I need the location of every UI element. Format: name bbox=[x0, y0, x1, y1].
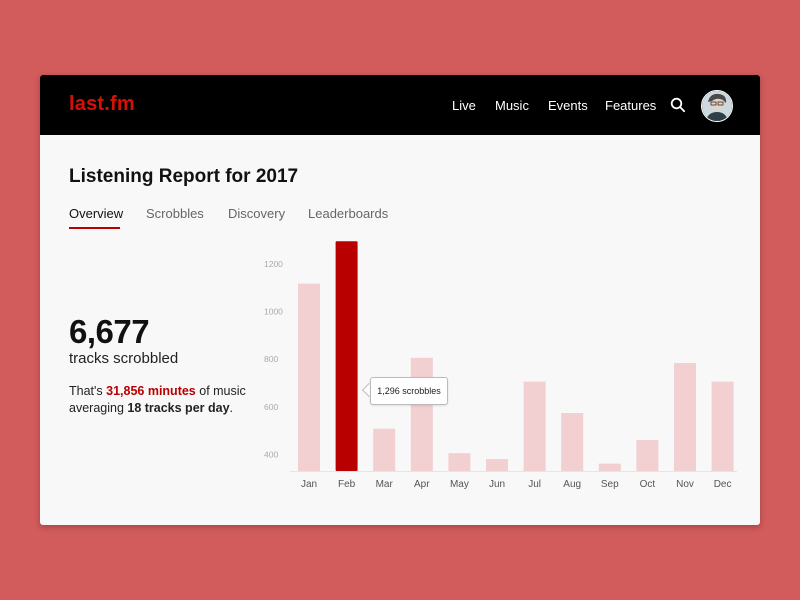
bar-jan[interactable] bbox=[298, 283, 320, 471]
tracks-scrobbled-label: tracks scrobbled bbox=[69, 350, 179, 367]
x-tick-label: Nov bbox=[676, 479, 694, 490]
x-tick-label: Sep bbox=[601, 479, 619, 490]
bar-oct[interactable] bbox=[636, 440, 659, 471]
summary-prefix: That's bbox=[69, 384, 107, 398]
tracks-scrobbled-count: 6,677 bbox=[69, 313, 150, 350]
lastfm-logo[interactable]: last.fm bbox=[69, 93, 135, 115]
x-tick-label: Dec bbox=[714, 479, 732, 490]
x-tick-label: Feb bbox=[338, 479, 356, 490]
y-tick-label: 400 bbox=[264, 449, 278, 459]
summary-suffix: of music bbox=[195, 384, 246, 398]
x-tick-label: May bbox=[450, 479, 469, 490]
x-tick-label: Oct bbox=[640, 479, 656, 490]
bar-jun[interactable] bbox=[486, 459, 508, 471]
summary-period: . bbox=[229, 401, 234, 415]
tracks-per-day-value: 18 tracks per day bbox=[127, 401, 230, 415]
bar-dec[interactable] bbox=[711, 381, 734, 471]
minutes-value: 31,856 minutes bbox=[106, 384, 196, 398]
active-tab-underline bbox=[69, 227, 120, 229]
x-tick-label: Apr bbox=[414, 479, 430, 490]
summary-averaging: averaging bbox=[69, 401, 128, 415]
bar-feb[interactable] bbox=[335, 241, 358, 471]
bar-may[interactable] bbox=[448, 453, 471, 471]
monthly-scrobbles-chart: 400 600 800 1000 1200 Jan Feb Mar Apr May Jun Jul Au… bbox=[264, 241, 737, 490]
x-tick-label: Jun bbox=[489, 479, 505, 490]
bar-sep[interactable] bbox=[598, 463, 621, 471]
y-tick-label: 600 bbox=[264, 402, 278, 412]
tab-discovery[interactable]: Discovery bbox=[228, 206, 286, 221]
bar-jul[interactable] bbox=[523, 381, 546, 471]
nav-events[interactable]: Events bbox=[548, 98, 588, 113]
y-tick-label: 1000 bbox=[264, 307, 283, 317]
tab-scrobbles[interactable]: Scrobbles bbox=[146, 206, 204, 221]
bar-tooltip: 1,296 scrobbles bbox=[370, 377, 448, 405]
x-tick-label: Mar bbox=[376, 479, 394, 490]
tab-leaderboards[interactable]: Leaderboards bbox=[308, 206, 389, 221]
nav-features[interactable]: Features bbox=[605, 98, 657, 113]
nav-music[interactable]: Music bbox=[495, 98, 529, 113]
search-icon[interactable] bbox=[670, 97, 686, 113]
y-tick-label: 800 bbox=[264, 354, 278, 364]
y-tick-label: 1200 bbox=[264, 259, 283, 269]
avatar-image bbox=[702, 91, 732, 121]
report-card: last.fm Live Music Events Features Liste… bbox=[40, 75, 760, 525]
bar-mar[interactable] bbox=[373, 428, 396, 471]
x-tick-label: Jul bbox=[528, 479, 541, 490]
top-navigation-bar: last.fm Live Music Events Features bbox=[40, 75, 760, 135]
bar-nov[interactable] bbox=[674, 363, 696, 471]
nav-live[interactable]: Live bbox=[452, 98, 476, 113]
x-tick-label: Jan bbox=[301, 479, 317, 490]
tab-overview[interactable]: Overview bbox=[69, 206, 124, 221]
user-avatar[interactable] bbox=[701, 90, 733, 122]
listening-summary: That's 31,856 minutes of music averaging… bbox=[69, 383, 269, 417]
bar-apr[interactable] bbox=[410, 357, 433, 471]
x-tick-label: Aug bbox=[563, 479, 581, 490]
page-title: Listening Report for 2017 bbox=[69, 166, 299, 187]
bar-aug[interactable] bbox=[561, 412, 584, 471]
